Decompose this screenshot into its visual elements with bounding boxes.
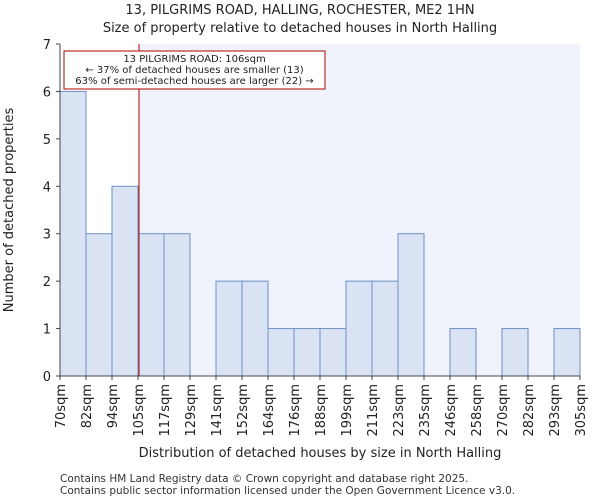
histogram-bar bbox=[371, 280, 399, 377]
x-tick-label: 141sqm bbox=[210, 384, 225, 437]
y-tick-label: 4 bbox=[43, 180, 51, 195]
y-tick-label: 0 bbox=[43, 370, 51, 385]
x-tick-label: 199sqm bbox=[340, 384, 355, 437]
x-tick-label: 211sqm bbox=[366, 384, 381, 437]
x-tick-label: 235sqm bbox=[418, 384, 433, 437]
annotation-box bbox=[63, 50, 326, 90]
histogram-bar bbox=[163, 233, 191, 377]
y-tick-label: 7 bbox=[43, 38, 51, 53]
histogram-bar bbox=[215, 280, 243, 377]
y-tick-label: 5 bbox=[43, 133, 51, 148]
y-tick-label: 2 bbox=[43, 275, 51, 290]
annotation-line-1: 13 PILGRIMS ROAD: 106sqm bbox=[123, 54, 265, 65]
histogram-bar bbox=[553, 328, 581, 377]
x-tick-label: 246sqm bbox=[444, 384, 459, 437]
histogram-bar bbox=[293, 328, 321, 377]
annotation-line-3: 63% of semi-detached houses are larger (… bbox=[75, 76, 313, 87]
x-tick-label: 164sqm bbox=[262, 384, 277, 437]
x-tick-label: 82sqm bbox=[80, 384, 95, 428]
x-tick-label: 188sqm bbox=[314, 384, 329, 437]
footer-licence: Contains public sector information licen… bbox=[60, 485, 516, 497]
y-tick-label: 6 bbox=[43, 85, 51, 100]
x-tick-label: 105sqm bbox=[132, 384, 147, 437]
histogram-bar bbox=[111, 185, 139, 377]
x-tick-label: 258sqm bbox=[470, 384, 485, 437]
y-tick-label: 3 bbox=[43, 228, 51, 243]
histogram-bar bbox=[345, 280, 373, 377]
histogram-bar bbox=[85, 233, 113, 377]
x-axis-label: Distribution of detached houses by size … bbox=[139, 446, 502, 461]
y-tick-label: 1 bbox=[43, 323, 51, 338]
x-tick-label: 94sqm bbox=[106, 384, 121, 428]
x-tick-label: 176sqm bbox=[288, 384, 303, 437]
x-tick-label: 152sqm bbox=[236, 384, 251, 437]
x-tick-label: 117sqm bbox=[158, 384, 173, 437]
histogram-bar bbox=[241, 280, 269, 377]
histogram-bar bbox=[267, 328, 295, 377]
histogram-bar bbox=[59, 90, 87, 377]
x-tick-label: 223sqm bbox=[392, 384, 407, 437]
x-tick-label: 129sqm bbox=[184, 384, 199, 437]
x-tick-label: 293sqm bbox=[548, 384, 563, 437]
histogram-bar bbox=[319, 328, 347, 377]
y-axis-label: Number of detached properties bbox=[2, 108, 17, 313]
chart-subtitle: Size of property relative to detached ho… bbox=[102, 21, 498, 36]
x-tick-label: 270sqm bbox=[496, 384, 511, 437]
histogram-bar bbox=[397, 233, 425, 377]
chart-title: 13, PILGRIMS ROAD, HALLING, ROCHESTER, M… bbox=[125, 3, 475, 18]
x-tick-label: 282sqm bbox=[522, 384, 537, 437]
histogram-bar bbox=[137, 233, 165, 377]
x-tick-label: 305sqm bbox=[574, 384, 589, 437]
annotation-line-2: ← 37% of detached houses are smaller (13… bbox=[85, 65, 303, 76]
footer-copyright: Contains HM Land Registry data © Crown c… bbox=[60, 473, 469, 485]
histogram-bar bbox=[501, 328, 529, 377]
x-tick-label: 70sqm bbox=[54, 384, 69, 428]
histogram-bar bbox=[449, 328, 477, 377]
